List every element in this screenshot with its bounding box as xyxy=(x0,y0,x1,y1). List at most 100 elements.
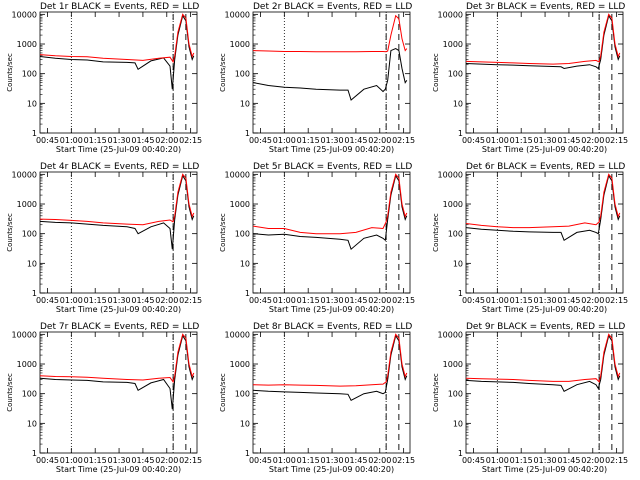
x-tick-label: 01:30 xyxy=(534,456,557,465)
panel-6: Det 6r BLACK = Events, RED = LLD 1 10 100 10… xyxy=(432,162,628,314)
events-series-line xyxy=(252,48,408,101)
x-tick-label: 01:15 xyxy=(297,456,320,465)
y-tick-label: 10 xyxy=(27,99,37,108)
x-tick-label: 01:00 xyxy=(486,456,509,465)
lld-series-line xyxy=(465,13,621,65)
y-tick-label: 10000 xyxy=(12,330,37,339)
x-tick-label: 01:15 xyxy=(84,456,107,465)
panel-3: Det 3r BLACK = Events, RED = LLD 1 10 100 10… xyxy=(432,2,628,154)
y-tick-label: 10000 xyxy=(12,170,37,179)
x-tick-label: 01:30 xyxy=(534,296,557,305)
y-tick-label: 1 xyxy=(458,449,463,458)
x-tick-label: 01:00 xyxy=(60,456,83,465)
x-tick-label: 01:15 xyxy=(84,296,107,305)
y-tick-label: 10 xyxy=(27,419,37,428)
x-tick-label: 01:00 xyxy=(273,296,296,305)
y-tick-label: 1000 xyxy=(230,360,250,369)
y-tick-label: 10000 xyxy=(225,170,250,179)
panel-title: Det 3r BLACK = Events, RED = LLD xyxy=(466,2,625,12)
x-axis-label: Start Time (25-Jul-09 00:40:20) xyxy=(482,465,607,474)
events-series-line xyxy=(465,334,621,392)
x-tick-label: 02:00 xyxy=(155,296,178,305)
x-axis-label: Start Time (25-Jul-09 00:40:20) xyxy=(56,145,181,154)
panel-title: Det 2r BLACK = Events, RED = LLD xyxy=(253,2,412,12)
x-tick-label: 01:45 xyxy=(557,296,580,305)
y-tick-label: 1 xyxy=(245,129,250,138)
y-tick-label: 100 xyxy=(22,230,37,239)
x-tick-label: 00:45 xyxy=(36,136,59,145)
y-tick-label: 100 xyxy=(22,390,37,399)
x-tick-label: 00:45 xyxy=(249,296,272,305)
y-tick-label: 10000 xyxy=(12,10,37,19)
panel-4: Det 4r BLACK = Events, RED = LLD 1 10 100 10… xyxy=(6,162,202,314)
panel-2: Det 2r BLACK = Events, RED = LLD 1 10 100 10… xyxy=(219,2,415,154)
lld-series-line xyxy=(39,333,195,384)
x-tick-label: 02:15 xyxy=(392,296,415,305)
y-tick-label: 1 xyxy=(458,289,463,298)
y-tick-label: 1 xyxy=(32,129,37,138)
y-axis-label: Counts/sec xyxy=(219,373,227,412)
panel-8: Det 8r BLACK = Events, RED = LLD 1 10 100 10… xyxy=(219,322,415,474)
x-tick-label: 02:15 xyxy=(605,136,628,145)
y-tick-label: 10 xyxy=(240,419,250,428)
x-axis-label: Start Time (25-Jul-09 00:40:20) xyxy=(269,305,394,314)
x-tick-label: 00:45 xyxy=(462,136,485,145)
x-tick-label: 01:15 xyxy=(297,296,320,305)
x-tick-label: 01:30 xyxy=(108,136,131,145)
y-tick-label: 10 xyxy=(453,99,463,108)
y-tick-label: 1000 xyxy=(17,200,37,209)
y-axis-label: Counts/sec xyxy=(6,53,14,92)
panel-title: Det 4r BLACK = Events, RED = LLD xyxy=(40,162,199,172)
x-tick-label: 01:00 xyxy=(486,136,509,145)
x-tick-label: 02:15 xyxy=(605,456,628,465)
panel-title: Det 8r BLACK = Events, RED = LLD xyxy=(253,322,412,332)
x-tick-label: 01:15 xyxy=(510,296,533,305)
y-tick-label: 1000 xyxy=(17,360,37,369)
y-tick-label: 1000 xyxy=(443,360,463,369)
plot-frame xyxy=(39,171,198,294)
lld-series-line xyxy=(252,333,408,387)
x-axis-label: Start Time (25-Jul-09 00:40:20) xyxy=(269,465,394,474)
events-series-line xyxy=(39,174,195,250)
y-axis-label: Counts/sec xyxy=(432,373,440,412)
panel-5: Det 5r BLACK = Events, RED = LLD 1 10 100 10… xyxy=(219,162,415,314)
events-series-line xyxy=(39,14,195,90)
y-tick-label: 10000 xyxy=(438,170,463,179)
plot-frame xyxy=(465,331,624,454)
x-tick-label: 01:00 xyxy=(60,136,83,145)
y-tick-label: 10000 xyxy=(438,10,463,19)
x-axis-label: Start Time (25-Jul-09 00:40:20) xyxy=(56,465,181,474)
y-tick-label: 10 xyxy=(453,259,463,268)
x-tick-label: 02:15 xyxy=(179,136,202,145)
y-tick-label: 100 xyxy=(235,70,250,79)
y-tick-label: 1000 xyxy=(17,40,37,49)
x-tick-label: 00:45 xyxy=(36,296,59,305)
x-tick-label: 02:00 xyxy=(368,296,391,305)
x-tick-label: 01:45 xyxy=(557,136,580,145)
y-tick-label: 1000 xyxy=(443,40,463,49)
lld-series-line xyxy=(252,173,408,235)
y-tick-label: 1 xyxy=(458,129,463,138)
x-tick-label: 00:45 xyxy=(249,456,272,465)
x-tick-label: 02:15 xyxy=(392,136,415,145)
x-tick-label: 01:45 xyxy=(344,296,367,305)
x-tick-label: 01:45 xyxy=(344,456,367,465)
y-axis-label: Counts/sec xyxy=(219,53,227,92)
panel-1: Det 1r BLACK = Events, RED = LLD 1 10 100 10… xyxy=(6,2,202,154)
y-tick-label: 10 xyxy=(27,259,37,268)
lld-series-line xyxy=(39,13,195,64)
x-tick-label: 01:30 xyxy=(321,456,344,465)
x-tick-label: 01:30 xyxy=(321,136,344,145)
y-tick-label: 100 xyxy=(235,390,250,399)
plot-frame xyxy=(252,11,411,134)
x-tick-label: 01:15 xyxy=(84,136,107,145)
y-tick-label: 100 xyxy=(448,230,463,239)
x-tick-label: 01:45 xyxy=(557,456,580,465)
plot-frame xyxy=(252,171,411,294)
events-series-line xyxy=(252,174,408,251)
y-tick-label: 1 xyxy=(32,289,37,298)
x-tick-label: 02:00 xyxy=(581,296,604,305)
x-tick-label: 02:00 xyxy=(581,456,604,465)
x-tick-label: 01:15 xyxy=(297,136,320,145)
events-series-line xyxy=(465,174,621,242)
